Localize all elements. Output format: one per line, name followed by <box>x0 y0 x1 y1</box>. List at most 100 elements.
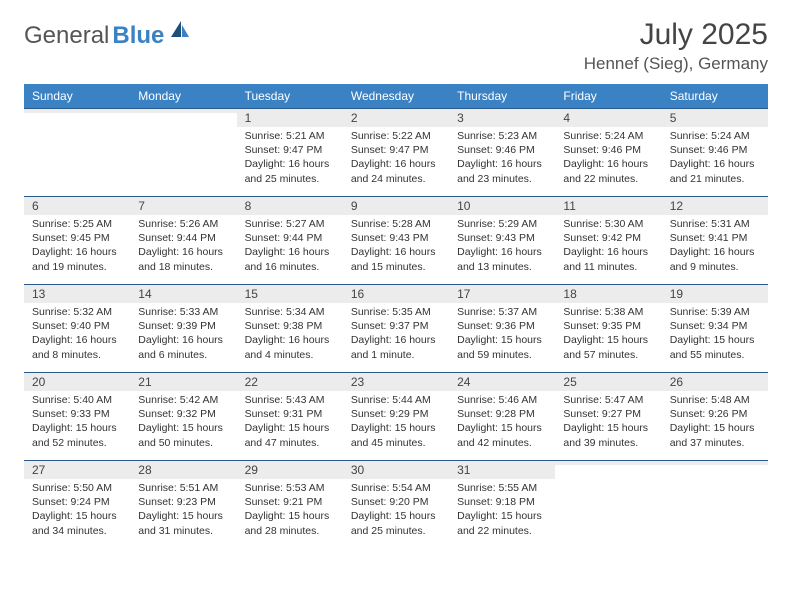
day-number <box>24 109 130 113</box>
day-number: 3 <box>449 109 555 127</box>
day-details: Sunrise: 5:51 AMSunset: 9:23 PMDaylight:… <box>130 479 236 542</box>
calendar-day-cell: 12Sunrise: 5:31 AMSunset: 9:41 PMDayligh… <box>662 197 768 285</box>
calendar-day-cell: 19Sunrise: 5:39 AMSunset: 9:34 PMDayligh… <box>662 285 768 373</box>
day-number: 21 <box>130 373 236 391</box>
day-details: Sunrise: 5:37 AMSunset: 9:36 PMDaylight:… <box>449 303 555 366</box>
header-row: General Blue July 2025 Hennef (Sieg), Ge… <box>24 18 768 74</box>
day-details: Sunrise: 5:35 AMSunset: 9:37 PMDaylight:… <box>343 303 449 366</box>
day-details: Sunrise: 5:53 AMSunset: 9:21 PMDaylight:… <box>237 479 343 542</box>
weekday-header: Monday <box>130 84 236 109</box>
day-number: 11 <box>555 197 661 215</box>
day-number: 6 <box>24 197 130 215</box>
day-details: Sunrise: 5:26 AMSunset: 9:44 PMDaylight:… <box>130 215 236 278</box>
day-details: Sunrise: 5:50 AMSunset: 9:24 PMDaylight:… <box>24 479 130 542</box>
day-number: 15 <box>237 285 343 303</box>
day-details: Sunrise: 5:28 AMSunset: 9:43 PMDaylight:… <box>343 215 449 278</box>
calendar-day-cell <box>130 109 236 197</box>
logo-sail-icon <box>169 19 191 46</box>
day-number: 17 <box>449 285 555 303</box>
weekday-header: Thursday <box>449 84 555 109</box>
day-details: Sunrise: 5:32 AMSunset: 9:40 PMDaylight:… <box>24 303 130 366</box>
day-number <box>662 461 768 465</box>
weekday-header: Saturday <box>662 84 768 109</box>
day-number: 8 <box>237 197 343 215</box>
day-number: 20 <box>24 373 130 391</box>
calendar-day-cell: 28Sunrise: 5:51 AMSunset: 9:23 PMDayligh… <box>130 461 236 549</box>
calendar-week-row: 27Sunrise: 5:50 AMSunset: 9:24 PMDayligh… <box>24 461 768 549</box>
calendar-day-cell: 17Sunrise: 5:37 AMSunset: 9:36 PMDayligh… <box>449 285 555 373</box>
day-details: Sunrise: 5:23 AMSunset: 9:46 PMDaylight:… <box>449 127 555 190</box>
day-number: 13 <box>24 285 130 303</box>
day-number: 19 <box>662 285 768 303</box>
day-number: 28 <box>130 461 236 479</box>
calendar-day-cell: 29Sunrise: 5:53 AMSunset: 9:21 PMDayligh… <box>237 461 343 549</box>
day-number <box>555 461 661 465</box>
day-number: 12 <box>662 197 768 215</box>
calendar-week-row: 20Sunrise: 5:40 AMSunset: 9:33 PMDayligh… <box>24 373 768 461</box>
day-number: 16 <box>343 285 449 303</box>
day-number: 1 <box>237 109 343 127</box>
calendar-day-cell: 31Sunrise: 5:55 AMSunset: 9:18 PMDayligh… <box>449 461 555 549</box>
calendar-day-cell: 13Sunrise: 5:32 AMSunset: 9:40 PMDayligh… <box>24 285 130 373</box>
brand-part2: Blue <box>112 22 164 50</box>
weekday-header: Tuesday <box>237 84 343 109</box>
day-number: 24 <box>449 373 555 391</box>
day-details: Sunrise: 5:33 AMSunset: 9:39 PMDaylight:… <box>130 303 236 366</box>
calendar-day-cell: 27Sunrise: 5:50 AMSunset: 9:24 PMDayligh… <box>24 461 130 549</box>
day-number: 23 <box>343 373 449 391</box>
day-details: Sunrise: 5:39 AMSunset: 9:34 PMDaylight:… <box>662 303 768 366</box>
day-number: 2 <box>343 109 449 127</box>
day-details: Sunrise: 5:24 AMSunset: 9:46 PMDaylight:… <box>555 127 661 190</box>
weekday-header: Wednesday <box>343 84 449 109</box>
day-details: Sunrise: 5:31 AMSunset: 9:41 PMDaylight:… <box>662 215 768 278</box>
day-details: Sunrise: 5:44 AMSunset: 9:29 PMDaylight:… <box>343 391 449 454</box>
day-number: 25 <box>555 373 661 391</box>
weekday-header: Sunday <box>24 84 130 109</box>
day-details: Sunrise: 5:24 AMSunset: 9:46 PMDaylight:… <box>662 127 768 190</box>
calendar-day-cell: 26Sunrise: 5:48 AMSunset: 9:26 PMDayligh… <box>662 373 768 461</box>
day-details: Sunrise: 5:25 AMSunset: 9:45 PMDaylight:… <box>24 215 130 278</box>
day-number: 27 <box>24 461 130 479</box>
brand-part1: General <box>24 22 109 50</box>
calendar-day-cell <box>24 109 130 197</box>
calendar-week-row: 13Sunrise: 5:32 AMSunset: 9:40 PMDayligh… <box>24 285 768 373</box>
calendar-day-cell: 11Sunrise: 5:30 AMSunset: 9:42 PMDayligh… <box>555 197 661 285</box>
calendar-day-cell: 9Sunrise: 5:28 AMSunset: 9:43 PMDaylight… <box>343 197 449 285</box>
calendar-day-cell: 7Sunrise: 5:26 AMSunset: 9:44 PMDaylight… <box>130 197 236 285</box>
calendar-day-cell <box>555 461 661 549</box>
day-number: 5 <box>662 109 768 127</box>
brand-logo: General Blue <box>24 22 191 50</box>
day-number: 29 <box>237 461 343 479</box>
calendar-week-row: 1Sunrise: 5:21 AMSunset: 9:47 PMDaylight… <box>24 109 768 197</box>
calendar-day-cell: 4Sunrise: 5:24 AMSunset: 9:46 PMDaylight… <box>555 109 661 197</box>
calendar-day-cell: 1Sunrise: 5:21 AMSunset: 9:47 PMDaylight… <box>237 109 343 197</box>
location-text: Hennef (Sieg), Germany <box>584 54 768 74</box>
calendar-day-cell: 10Sunrise: 5:29 AMSunset: 9:43 PMDayligh… <box>449 197 555 285</box>
day-number: 4 <box>555 109 661 127</box>
calendar-day-cell: 25Sunrise: 5:47 AMSunset: 9:27 PMDayligh… <box>555 373 661 461</box>
calendar-page: General Blue July 2025 Hennef (Sieg), Ge… <box>0 0 792 559</box>
day-details: Sunrise: 5:47 AMSunset: 9:27 PMDaylight:… <box>555 391 661 454</box>
day-details: Sunrise: 5:48 AMSunset: 9:26 PMDaylight:… <box>662 391 768 454</box>
calendar-day-cell: 22Sunrise: 5:43 AMSunset: 9:31 PMDayligh… <box>237 373 343 461</box>
calendar-table: SundayMondayTuesdayWednesdayThursdayFrid… <box>24 84 768 549</box>
calendar-day-cell: 16Sunrise: 5:35 AMSunset: 9:37 PMDayligh… <box>343 285 449 373</box>
calendar-day-cell: 24Sunrise: 5:46 AMSunset: 9:28 PMDayligh… <box>449 373 555 461</box>
day-details: Sunrise: 5:34 AMSunset: 9:38 PMDaylight:… <box>237 303 343 366</box>
calendar-day-cell: 14Sunrise: 5:33 AMSunset: 9:39 PMDayligh… <box>130 285 236 373</box>
day-number: 18 <box>555 285 661 303</box>
day-details: Sunrise: 5:29 AMSunset: 9:43 PMDaylight:… <box>449 215 555 278</box>
calendar-day-cell: 3Sunrise: 5:23 AMSunset: 9:46 PMDaylight… <box>449 109 555 197</box>
day-number: 26 <box>662 373 768 391</box>
calendar-day-cell: 18Sunrise: 5:38 AMSunset: 9:35 PMDayligh… <box>555 285 661 373</box>
calendar-week-row: 6Sunrise: 5:25 AMSunset: 9:45 PMDaylight… <box>24 197 768 285</box>
day-number: 14 <box>130 285 236 303</box>
calendar-day-cell: 6Sunrise: 5:25 AMSunset: 9:45 PMDaylight… <box>24 197 130 285</box>
day-details: Sunrise: 5:40 AMSunset: 9:33 PMDaylight:… <box>24 391 130 454</box>
day-details: Sunrise: 5:30 AMSunset: 9:42 PMDaylight:… <box>555 215 661 278</box>
calendar-day-cell: 30Sunrise: 5:54 AMSunset: 9:20 PMDayligh… <box>343 461 449 549</box>
day-number: 10 <box>449 197 555 215</box>
day-number: 7 <box>130 197 236 215</box>
calendar-day-cell: 15Sunrise: 5:34 AMSunset: 9:38 PMDayligh… <box>237 285 343 373</box>
day-details: Sunrise: 5:38 AMSunset: 9:35 PMDaylight:… <box>555 303 661 366</box>
